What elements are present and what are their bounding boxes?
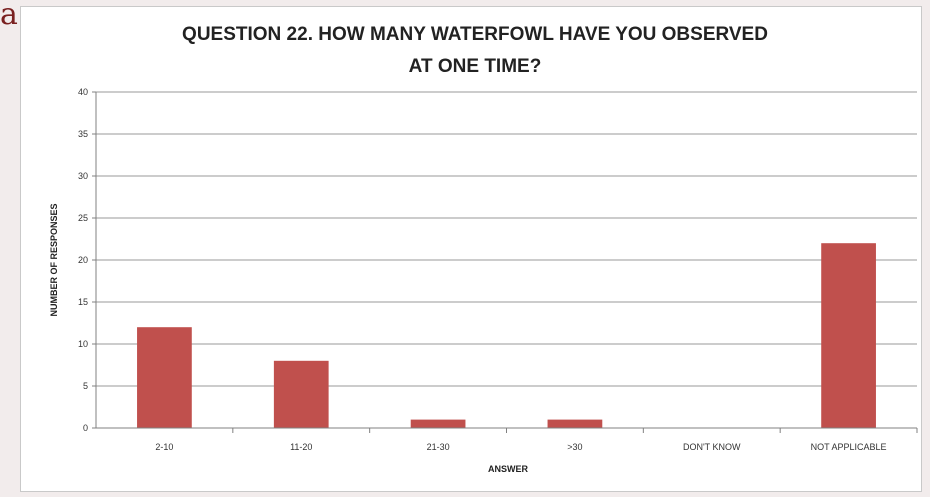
x-axis-title: ANSWER [488, 464, 528, 474]
bar [547, 419, 603, 428]
y-tick-label: 15 [78, 297, 88, 307]
x-tick-label: 21-30 [427, 442, 450, 452]
y-tick-label: 30 [78, 171, 88, 181]
x-tick-label: NOT APPLICABLE [811, 442, 887, 452]
x-tick-label: >30 [567, 442, 582, 452]
bar [273, 360, 329, 428]
x-tick-labels: 2-10 11-20 21-30 >30 DON'T KNOW NOT APPLICABL… [155, 428, 918, 452]
y-tick-labels: 0 5 10 15 20 25 30 35 40 [78, 87, 88, 433]
bars [137, 243, 876, 428]
bar [137, 327, 192, 428]
y-tick-label: 10 [78, 339, 88, 349]
gridlines [92, 91, 917, 429]
y-tick-label: 5 [83, 381, 88, 391]
x-tick-label: DON'T KNOW [683, 442, 741, 452]
chart-title-line-2: AT ONE TIME? [409, 56, 542, 77]
corner-handwritten-mark: a [0, 0, 18, 32]
chart-title-line-1: QUESTION 22. HOW MANY WATERFOWL HAVE YOU… [182, 24, 768, 45]
y-axis-title: NUMBER OF RESPONSES [49, 203, 59, 316]
y-tick-label: 35 [78, 129, 88, 139]
y-tick-label: 40 [78, 87, 88, 97]
y-tick-label: 25 [78, 213, 88, 223]
bar [821, 243, 876, 428]
y-tick-label: 0 [83, 423, 88, 433]
x-tick-label: 11-20 [290, 442, 312, 452]
bar [410, 419, 466, 428]
y-tick-label: 20 [78, 255, 88, 265]
x-tick-label: 2-10 [155, 442, 173, 452]
